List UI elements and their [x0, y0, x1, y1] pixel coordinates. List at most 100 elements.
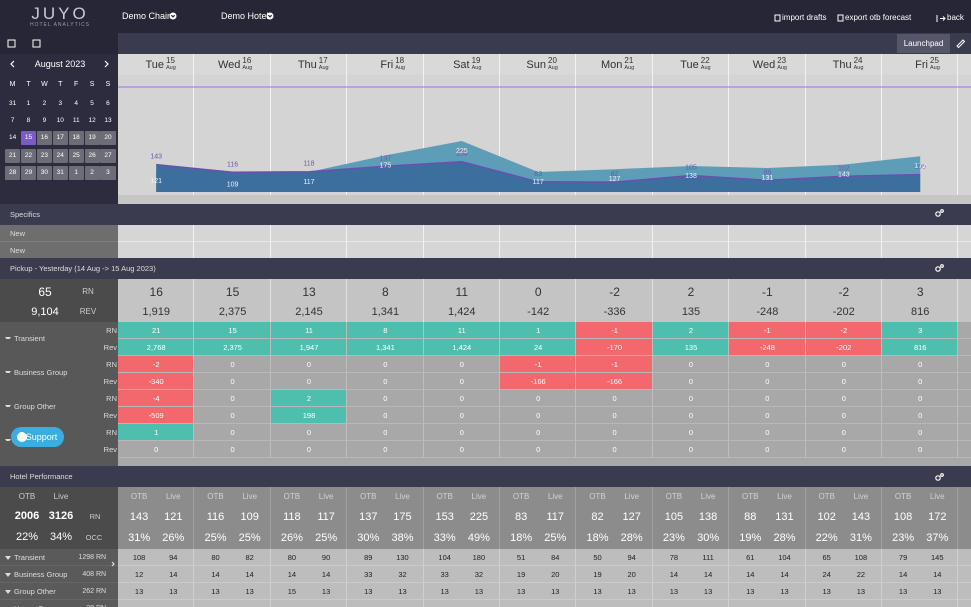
launchpad-button[interactable]: Launchpad: [903, 39, 944, 48]
calendar-day[interactable]: 13: [104, 117, 112, 125]
pickup-total-cell: [500, 279, 577, 322]
specifics-row-label[interactable]: New: [10, 246, 26, 255]
perf-segment-cell: [118, 566, 195, 583]
pickup-cell: [270, 373, 348, 390]
calendar-day[interactable]: 3: [58, 100, 63, 107]
calendar-day[interactable]: 31: [8, 100, 17, 107]
calendar-day[interactable]: 29: [24, 168, 33, 176]
perf-total-live: 3126: [48, 510, 74, 522]
pickup-cell: [729, 322, 806, 339]
perf-segment-value: 80: [211, 553, 220, 562]
calendar-day[interactable]: 14: [8, 134, 17, 142]
calendar-day[interactable]: 20: [104, 134, 112, 142]
pickup-value: 0: [841, 411, 846, 420]
specifics-label-bg: [0, 225, 118, 242]
calendar-day[interactable]: 30: [40, 168, 48, 176]
perf-col-otb: OTB: [436, 492, 453, 501]
day-weekday: Sat: [453, 59, 470, 71]
pickup-cell: [576, 373, 653, 390]
calendar-day[interactable]: 26: [88, 151, 96, 159]
calendar-day[interactable]: 7: [10, 117, 15, 125]
pickup-cell: [805, 407, 882, 424]
calendar-day[interactable]: 23: [40, 151, 48, 159]
pickup-cell: [194, 441, 271, 458]
back-button[interactable]: back: [947, 13, 964, 22]
calendar-day[interactable]: 12: [88, 117, 96, 125]
pickup-cell: [805, 441, 882, 458]
calendar-day[interactable]: 8: [26, 117, 31, 125]
perf-segment-value: 20: [551, 570, 560, 579]
calendar-day[interactable]: 16: [40, 134, 48, 142]
pickup-value: 0: [918, 360, 923, 369]
perf-segment-value: 19: [516, 570, 526, 579]
perf-segment-value: 33: [440, 570, 449, 579]
chain-selector[interactable]: Demo Chain: [122, 11, 173, 21]
perf-segment-cell: [270, 600, 348, 607]
perf-segment-value: 14: [169, 570, 178, 579]
calendar-day[interactable]: 17: [56, 134, 64, 142]
calendar-day[interactable]: 6: [106, 100, 110, 107]
perf-segment-name[interactable]: Transient: [14, 553, 45, 562]
pickup-total-cell: [194, 279, 271, 322]
calendar-day[interactable]: 19: [88, 134, 96, 142]
calendar-day[interactable]: 24: [56, 151, 64, 159]
perf-segment-name[interactable]: House Comp: [14, 600, 84, 607]
calendar-day[interactable]: 31: [56, 168, 64, 176]
calendar-day-bg: [84, 131, 100, 146]
specifics-row-label[interactable]: New: [10, 229, 26, 238]
calendar-day[interactable]: 11: [72, 117, 80, 125]
perf-segment-value: 61: [746, 553, 755, 562]
perf-segment-cell: [423, 600, 500, 607]
perf-col-otb: OTB: [665, 492, 683, 501]
calendar-day[interactable]: 28: [8, 168, 17, 176]
calendar-day[interactable]: 5: [90, 100, 94, 107]
weekday-label: T: [58, 81, 63, 88]
perf-segment-value: 13: [364, 587, 373, 596]
calendar-day[interactable]: 27: [104, 151, 112, 159]
calendar-day[interactable]: 9: [42, 117, 47, 125]
calendar-day[interactable]: 22: [24, 151, 33, 159]
export-forecast[interactable]: export otb forecast: [845, 13, 912, 22]
calendar-day[interactable]: 15: [24, 134, 33, 142]
pickup-cell: [423, 373, 500, 390]
calendar-day[interactable]: 4: [74, 100, 78, 107]
segment-name[interactable]: Business Group: [14, 368, 68, 377]
calendar-day[interactable]: 2: [90, 168, 94, 176]
pickup-value: 0: [765, 377, 770, 386]
perf-segment-label-bg: [0, 583, 118, 600]
support-label[interactable]: Support: [25, 432, 58, 442]
calendar-day[interactable]: 2: [42, 100, 47, 107]
calendar-day[interactable]: 25: [72, 151, 80, 159]
perf-segment-name[interactable]: Group Other: [14, 587, 56, 596]
perf-segment-value: 94: [169, 553, 178, 562]
calendar-day[interactable]: 10: [56, 117, 64, 125]
perf-segment-total: 1298: [78, 554, 94, 561]
live-label: 172: [914, 163, 926, 170]
segment-name[interactable]: Group Other: [14, 402, 56, 411]
calendar-day[interactable]: 18: [72, 134, 80, 142]
perf-otb-rn: 116: [206, 511, 225, 523]
perf-segment-name[interactable]: Business Group: [14, 570, 68, 579]
perf-cell: [958, 487, 971, 549]
pickup-cell: [500, 356, 577, 373]
hotel-selector[interactable]: Demo Hotel: [221, 11, 269, 21]
weekday-label: W: [41, 81, 48, 88]
import-drafts[interactable]: import drafts: [782, 13, 827, 22]
pickup-cell: [270, 390, 348, 407]
segment-name[interactable]: Transient: [14, 334, 45, 343]
perf-segment-value: 130: [396, 553, 409, 562]
perf-segment-value: 14: [287, 570, 297, 579]
pickup-value: 0: [918, 411, 923, 420]
calendar-day[interactable]: 3: [106, 168, 110, 176]
perf-segment-cell: [805, 583, 882, 600]
otb-label: 137: [380, 155, 392, 162]
pickup-value: 0: [918, 394, 923, 403]
calendar-day[interactable]: 1: [26, 100, 31, 107]
support-icon: [17, 432, 27, 442]
perf-col-live: Live: [777, 492, 792, 501]
perf-otb-occ: 26%: [280, 532, 303, 544]
logo-subtitle: HOTEL ANALYTICS: [30, 22, 91, 28]
specifics-cell: [729, 225, 806, 242]
calendar-day[interactable]: 1: [74, 168, 78, 176]
calendar-day[interactable]: 21: [8, 151, 17, 159]
